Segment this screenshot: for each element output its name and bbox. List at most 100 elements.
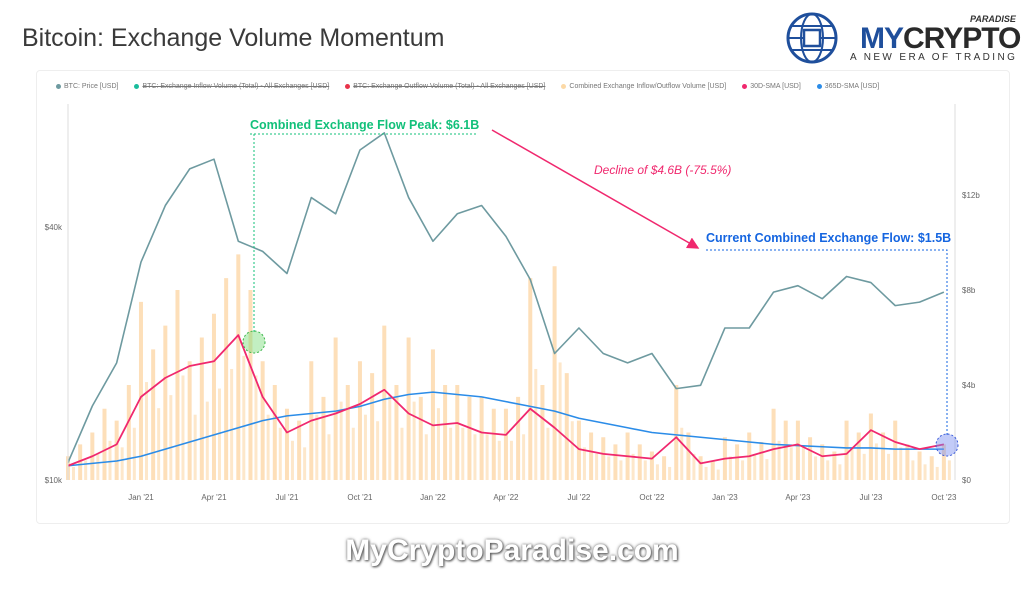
volume-bar: [637, 444, 642, 480]
volume-bar: [631, 453, 635, 480]
volume-bar: [132, 427, 136, 480]
volume-bar: [710, 461, 715, 480]
volume-bar: [680, 427, 684, 480]
volume-bar: [443, 385, 448, 480]
chart-card: [36, 70, 1010, 524]
volume-bar: [254, 375, 258, 480]
left-tick-label: $40k: [45, 223, 63, 232]
legend-item[interactable]: 365D-SMA [USD]: [816, 83, 879, 90]
x-tick-label: Jan '23: [712, 493, 738, 502]
globe-chip-icon: [786, 12, 838, 64]
volume-bar: [297, 420, 302, 480]
volume-bar: [698, 456, 703, 480]
volume-bar: [558, 362, 562, 480]
volume-bar: [242, 355, 246, 480]
volume-bar: [120, 447, 124, 480]
volume-bar: [826, 460, 830, 480]
btc-price-line: [67, 132, 945, 463]
volume-bar: [759, 442, 764, 480]
legend-item[interactable]: 30D-SMA [USD]: [742, 83, 801, 90]
volume-bar: [163, 325, 168, 480]
volume-bar: [874, 443, 878, 480]
left-tick-label: $10k: [45, 476, 63, 485]
legend-item[interactable]: BTC: Exchange Outflow Volume (Total) - A…: [345, 83, 545, 90]
volume-bar: [844, 420, 849, 480]
volume-bar: [905, 444, 910, 480]
volume-bar: [674, 385, 679, 480]
volume-bar: [783, 420, 788, 480]
right-tick-label: $0: [962, 476, 971, 485]
volume-bar: [272, 385, 277, 480]
volume-bar: [789, 447, 793, 480]
volume-bar: [382, 325, 387, 480]
volume-bar: [412, 401, 416, 480]
peak-annotation: Combined Exchange Flow Peak: $6.1B: [250, 118, 479, 132]
volume-bar: [947, 460, 951, 480]
decline-arrow: [491, 129, 700, 249]
legend-item[interactable]: BTC: Exchange Inflow Volume (Total) - Al…: [134, 83, 329, 90]
volume-bar: [801, 447, 805, 480]
volume-bar: [278, 427, 282, 480]
volume-bar: [497, 440, 501, 480]
legend-item[interactable]: BTC: Price [USD]: [56, 83, 118, 90]
volume-bar: [692, 453, 696, 480]
volume-bar: [455, 385, 460, 480]
right-tick-label: $12b: [962, 191, 980, 200]
x-tick-label: Apr '23: [785, 493, 811, 502]
volume-bar: [138, 301, 143, 480]
x-tick-label: Oct '23: [931, 493, 957, 502]
volume-bar: [765, 459, 769, 480]
volume-bar: [339, 401, 343, 480]
volume-bar: [406, 337, 411, 480]
right-tick-label: $4b: [962, 381, 976, 390]
volume-bar: [333, 337, 338, 480]
sma365-line: [67, 391, 944, 467]
current-guide-line: [706, 249, 948, 436]
volume-bar: [777, 440, 781, 480]
x-tick-label: Jul '22: [567, 493, 590, 502]
volume-bar: [716, 469, 720, 480]
volume-bar: [357, 361, 362, 480]
right-tick-label: $8b: [962, 286, 976, 295]
volume-bar: [169, 395, 173, 480]
volume-bar: [619, 460, 623, 480]
volume-bar: [376, 421, 380, 480]
volume-bar: [607, 456, 611, 480]
x-tick-label: Jul '21: [276, 493, 299, 502]
volume-bar: [491, 408, 496, 480]
x-tick-label: Jan '22: [420, 493, 446, 502]
page-title: Bitcoin: Exchange Volume Momentum: [22, 24, 445, 52]
logo-tagline: A NEW ERA OF TRADING: [850, 52, 1018, 63]
volume-bar: [728, 456, 732, 480]
volume-bar: [473, 434, 477, 480]
x-tick-label: Jul '23: [859, 493, 882, 502]
volume-bar: [595, 453, 599, 480]
volume-bar: [546, 427, 550, 480]
volume-bar: [430, 349, 435, 480]
volume-bar: [400, 427, 404, 480]
volume-bar: [436, 408, 440, 480]
volume-bar: [881, 432, 886, 480]
legend-item[interactable]: Combined Exchange Inflow/Outflow Volume …: [561, 83, 726, 90]
volume-bar: [741, 460, 745, 480]
volume-bar: [351, 427, 355, 480]
volume-bar: [157, 408, 161, 480]
volume-bar: [534, 368, 538, 480]
volume-bar: [668, 466, 672, 480]
volume-bar: [345, 385, 350, 480]
volume-bar: [570, 421, 574, 480]
volume-bar: [467, 396, 472, 480]
volume-bar: [211, 313, 216, 480]
volume-bar: [753, 453, 757, 480]
current-annotation: Current Combined Exchange Flow: $1.5B: [706, 231, 951, 245]
volume-bar: [327, 434, 331, 480]
volume-bar: [236, 254, 241, 480]
volume-bar: [911, 460, 915, 480]
volume-bar: [126, 385, 131, 480]
volume-bar: [868, 413, 873, 480]
volume-bar: [151, 349, 156, 480]
volume-bar: [887, 453, 891, 480]
volume-bar: [290, 440, 294, 480]
volume-bar: [485, 434, 489, 480]
volume-bar: [388, 395, 392, 480]
